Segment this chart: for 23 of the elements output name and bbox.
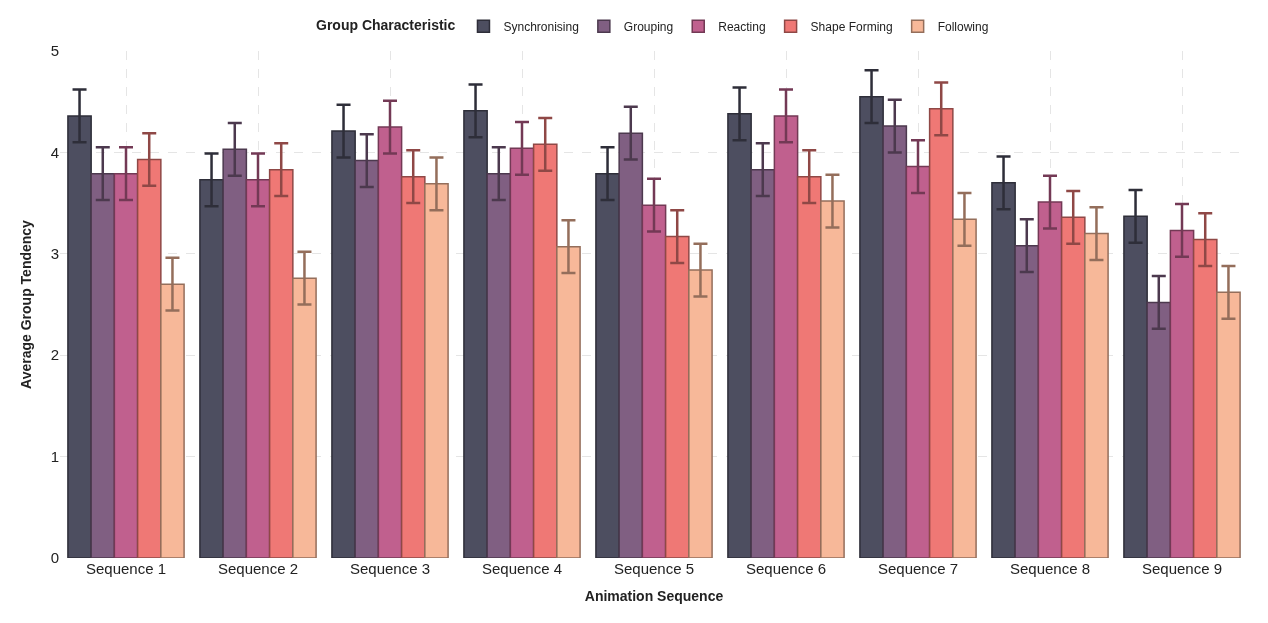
legend-label: Following [937, 20, 989, 35]
legend-title: Group Characteristic [316, 17, 456, 34]
x-tick-label: Sequence 2 [217, 560, 299, 577]
legend-label: Grouping [623, 20, 674, 35]
y-tick-label: 0 [50, 549, 59, 567]
legend-label: Reacting [718, 20, 766, 35]
y-tick-label: 5 [50, 42, 59, 60]
y-tick-label: 4 [50, 143, 59, 161]
x-tick-label: Sequence 8 [1009, 560, 1091, 577]
x-tick-label: Sequence 3 [349, 560, 431, 577]
y-tick-label: 3 [50, 245, 59, 263]
x-tick-label: Sequence 5 [613, 560, 695, 577]
x-tick-label: Sequence 1 [85, 560, 167, 577]
legend-label: Synchronising [503, 20, 579, 35]
y-tick-label: 2 [50, 346, 59, 364]
x-tick-label: Sequence 4 [481, 560, 563, 577]
x-tick-label: Sequence 9 [1141, 560, 1223, 577]
x-axis-title: Animation Sequence [584, 588, 724, 605]
y-axis-title: Average Group Tendency [18, 219, 35, 389]
legend-label: Shape Forming [810, 20, 893, 35]
y-tick-label: 1 [50, 447, 59, 465]
x-tick-label: Sequence 6 [745, 560, 827, 577]
x-tick-label: Sequence 7 [877, 560, 959, 577]
